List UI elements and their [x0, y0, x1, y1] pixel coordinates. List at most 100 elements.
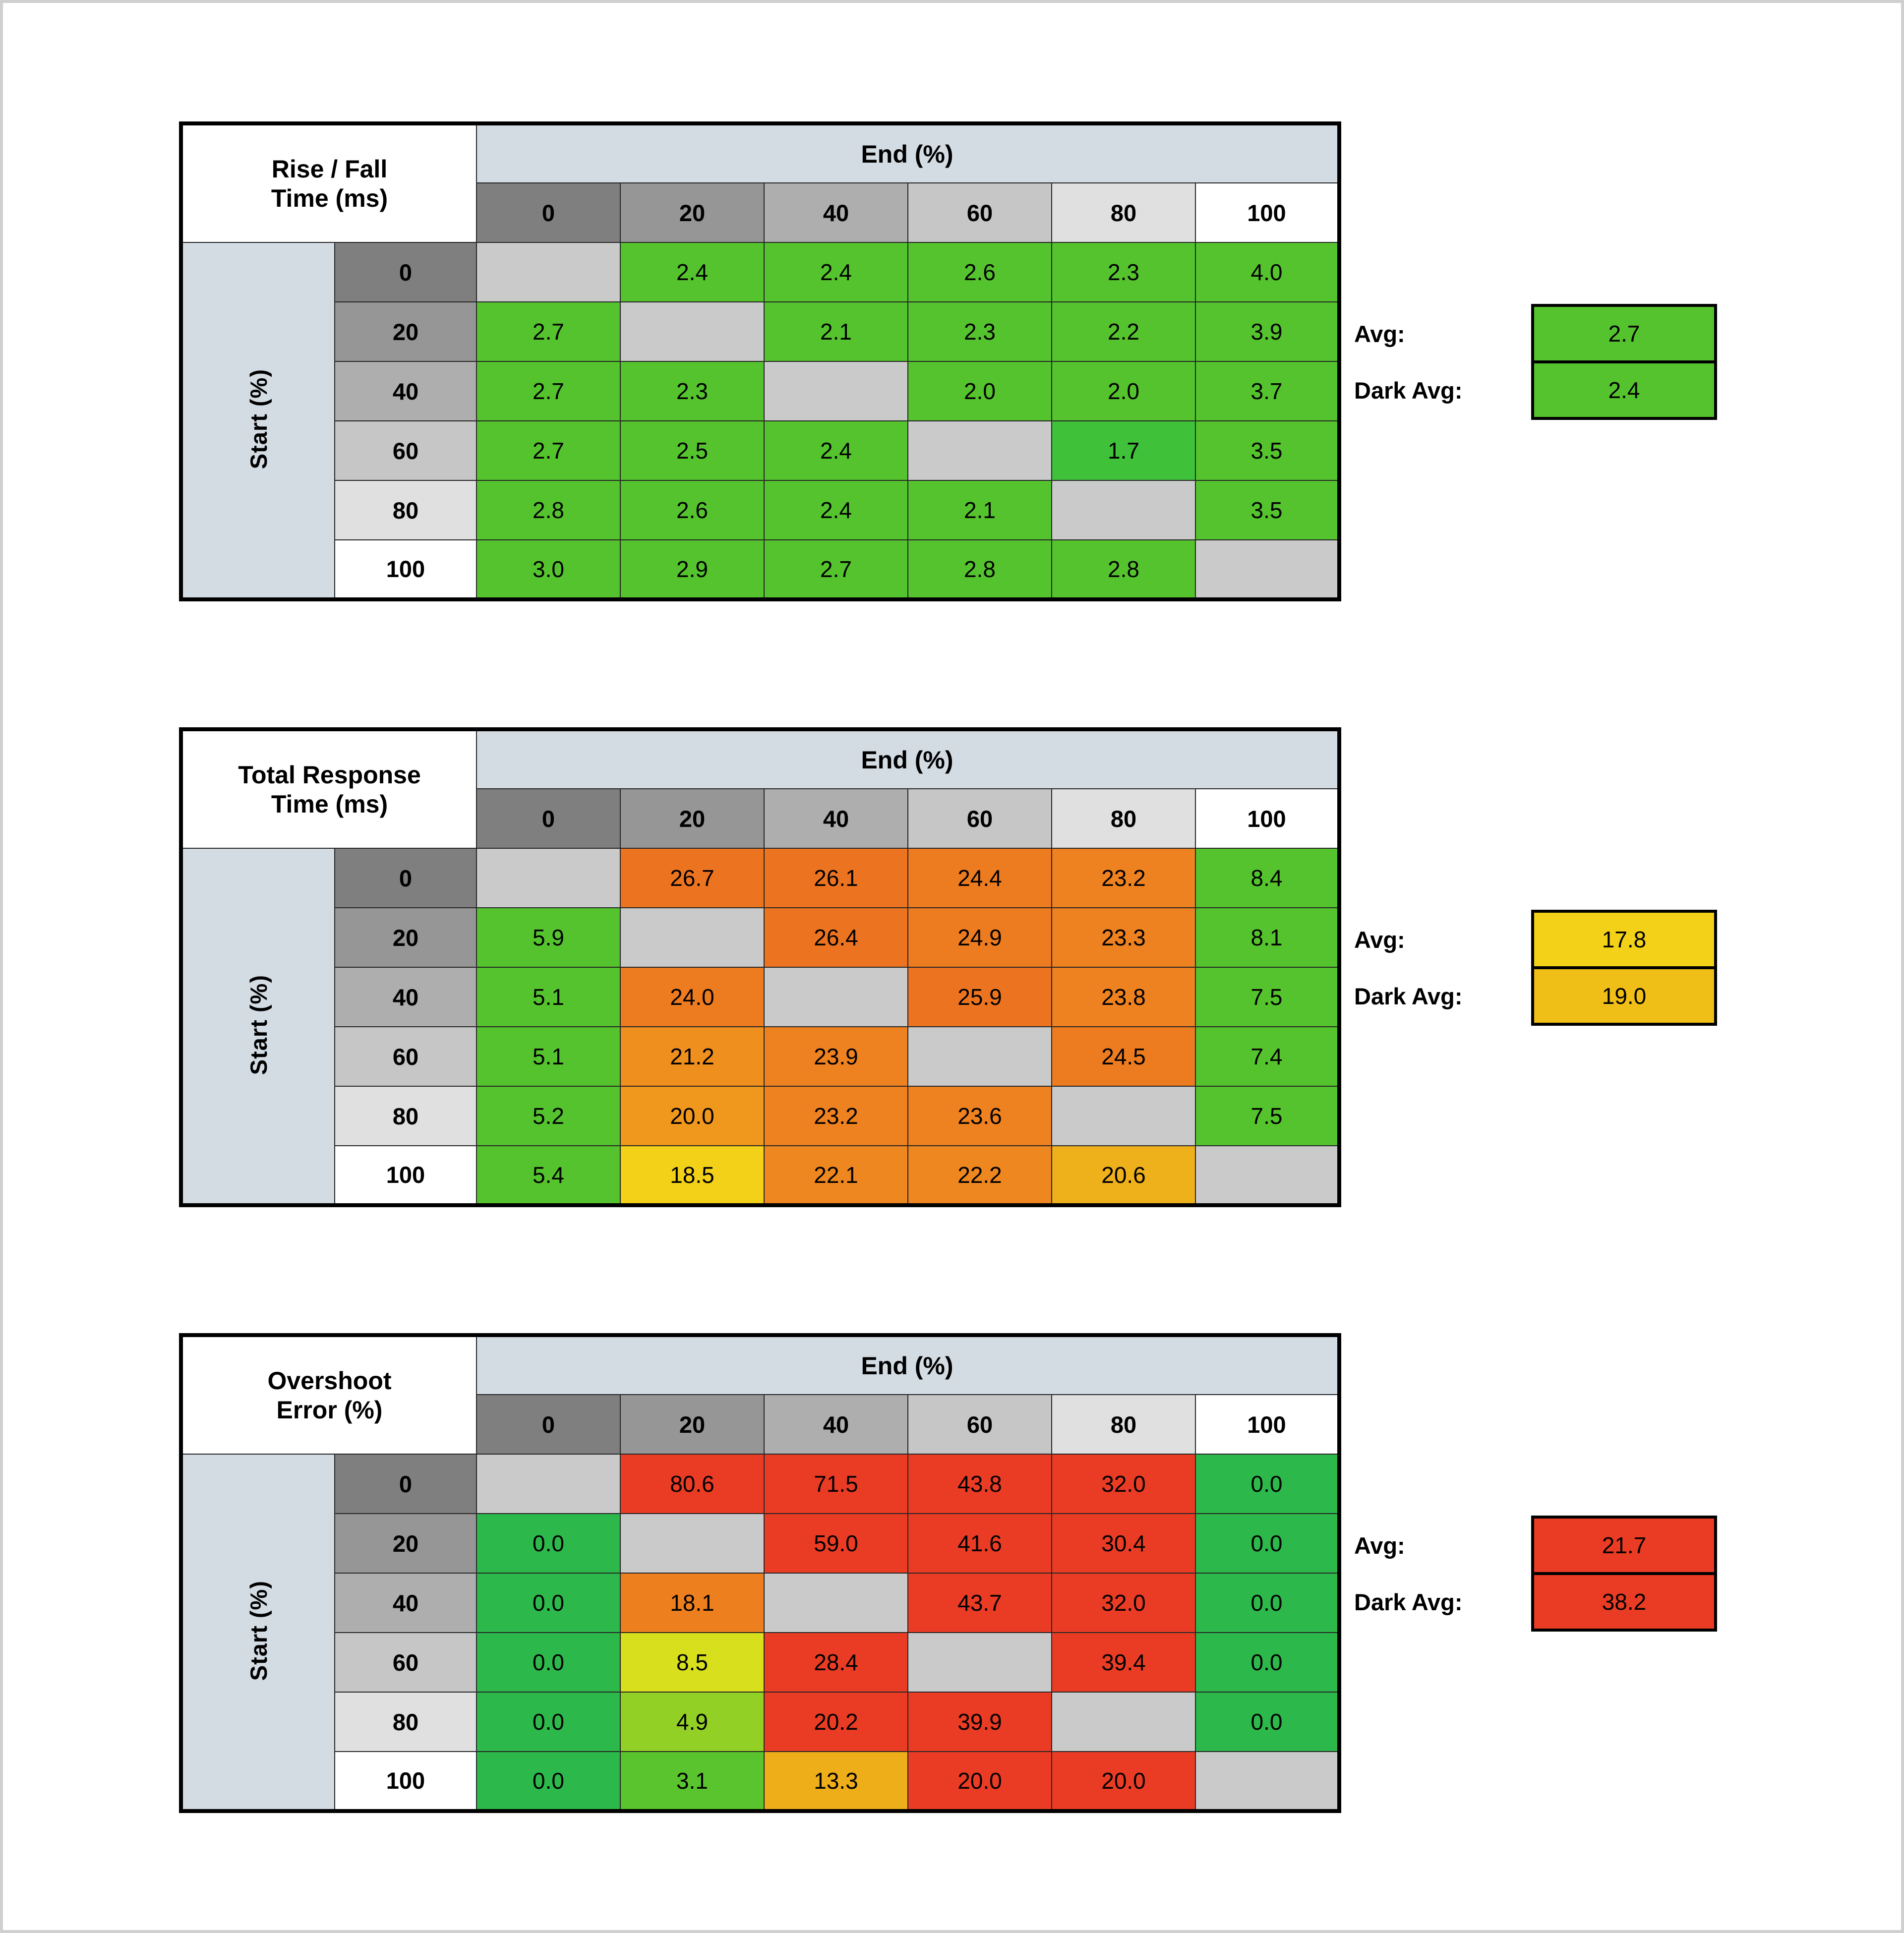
overshoot-heatmap-table: Overshoot Error (%) End (%) 0 20 40 60 80 100 Sta… — [179, 1333, 1341, 1813]
row-group-header: Start (%) — [180, 848, 335, 1206]
avg-row: Avg: 2.7 — [1345, 304, 1722, 363]
avg-label: Avg: — [1354, 1532, 1405, 1559]
value-cell: 5.2 — [476, 1086, 621, 1146]
value-cell: 22.1 — [764, 1145, 908, 1206]
col-header-60: 60 — [907, 1394, 1052, 1455]
table-title: Rise / Fall Time (ms) — [180, 123, 477, 243]
row-header-0: 0 — [334, 1454, 477, 1514]
value-cell: 8.1 — [1195, 907, 1340, 968]
table-title-line1: Overshoot — [267, 1366, 392, 1395]
value-cell: 2.7 — [476, 301, 621, 362]
value-cell: 2.8 — [476, 480, 621, 540]
value-cell: 0.0 — [476, 1513, 621, 1574]
value-cell: 0.0 — [476, 1692, 621, 1752]
value-cell: 2.1 — [907, 480, 1052, 540]
value-cell: 2.5 — [620, 420, 765, 481]
dark-avg-label: Dark Avg: — [1354, 1588, 1463, 1615]
value-cell: 23.2 — [764, 1086, 908, 1146]
blank-cell — [476, 848, 621, 908]
value-cell: 2.1 — [764, 301, 908, 362]
avg-value-box: 17.8 — [1531, 910, 1717, 969]
value-cell: 59.0 — [764, 1513, 908, 1574]
row-header-20: 20 — [334, 907, 477, 968]
blank-cell — [764, 1573, 908, 1633]
value-cell: 13.3 — [764, 1751, 908, 1812]
value-cell: 26.1 — [764, 848, 908, 908]
rise-fall-avg-panel: Avg: 2.7 Dark Avg: 2.4 — [1345, 304, 1722, 420]
row-header-100: 100 — [334, 539, 477, 600]
row-header-40: 40 — [334, 361, 477, 421]
blank-cell — [1195, 539, 1340, 600]
value-cell: 24.4 — [907, 848, 1052, 908]
overshoot-avg-panel: Avg: 21.7 Dark Avg: 38.2 — [1345, 1516, 1722, 1632]
col-header-40: 40 — [764, 1394, 908, 1455]
row-group-header-label: Start (%) — [245, 368, 272, 469]
dark-avg-row: Dark Avg: 19.0 — [1345, 966, 1722, 1026]
value-cell: 2.8 — [907, 539, 1052, 600]
row-header-40: 40 — [334, 967, 477, 1027]
value-cell: 2.4 — [620, 242, 765, 302]
value-cell: 20.2 — [764, 1692, 908, 1752]
col-header-40: 40 — [764, 788, 908, 849]
value-cell: 23.8 — [1051, 967, 1196, 1027]
value-cell: 24.9 — [907, 907, 1052, 968]
value-cell: 3.5 — [1195, 420, 1340, 481]
value-cell: 5.1 — [476, 967, 621, 1027]
value-cell: 3.9 — [1195, 301, 1340, 362]
value-cell: 2.6 — [620, 480, 765, 540]
value-cell: 18.1 — [620, 1573, 765, 1633]
value-cell: 26.4 — [764, 907, 908, 968]
blank-cell — [1051, 1086, 1196, 1146]
value-cell: 2.2 — [1051, 301, 1196, 362]
value-cell: 20.0 — [1051, 1751, 1196, 1812]
value-cell: 7.4 — [1195, 1026, 1340, 1087]
total-response-heatmap-table: Total Response Time (ms) End (%) 0 20 40 60 80 1… — [179, 727, 1341, 1207]
rise-fall-table-section: Rise / Fall Time (ms) End (%) 0 20 40 60 80 100 S… — [179, 121, 1717, 601]
table-title: Overshoot Error (%) — [180, 1335, 477, 1455]
value-cell: 20.0 — [907, 1751, 1052, 1812]
value-cell: 5.1 — [476, 1026, 621, 1087]
value-cell: 39.9 — [907, 1692, 1052, 1752]
row-header-60: 60 — [334, 1026, 477, 1087]
value-cell: 0.0 — [476, 1632, 621, 1693]
table-title: Total Response Time (ms) — [180, 729, 477, 849]
value-cell: 0.0 — [476, 1573, 621, 1633]
row-header-60: 60 — [334, 420, 477, 481]
value-cell: 26.7 — [620, 848, 765, 908]
blank-cell — [907, 1026, 1052, 1087]
blank-cell — [1051, 1692, 1196, 1752]
col-header-0: 0 — [476, 1394, 621, 1455]
blank-cell — [620, 301, 765, 362]
value-cell: 23.2 — [1051, 848, 1196, 908]
value-cell: 2.3 — [1051, 242, 1196, 302]
col-header-100: 100 — [1195, 788, 1340, 849]
row-header-0: 0 — [334, 242, 477, 302]
value-cell: 2.4 — [764, 242, 908, 302]
table-title-line1: Total Response — [238, 761, 421, 789]
row-group-header-label: Start (%) — [245, 1580, 272, 1681]
value-cell: 2.6 — [907, 242, 1052, 302]
value-cell: 0.0 — [1195, 1513, 1340, 1574]
blank-cell — [476, 242, 621, 302]
total-response-table-section: Total Response Time (ms) End (%) 0 20 40 60 80 1… — [179, 727, 1717, 1207]
table-title-line1: Rise / Fall — [271, 155, 388, 183]
avg-label: Avg: — [1354, 320, 1405, 347]
col-header-60: 60 — [907, 788, 1052, 849]
value-cell: 23.9 — [764, 1026, 908, 1087]
row-header-60: 60 — [334, 1632, 477, 1693]
value-cell: 43.7 — [907, 1573, 1052, 1633]
value-cell: 0.0 — [1195, 1632, 1340, 1693]
blank-cell — [907, 420, 1052, 481]
blank-cell — [1195, 1751, 1340, 1812]
value-cell: 3.0 — [476, 539, 621, 600]
dark-avg-row: Dark Avg: 38.2 — [1345, 1572, 1722, 1632]
value-cell: 2.4 — [764, 420, 908, 481]
value-cell: 24.0 — [620, 967, 765, 1027]
avg-value-box: 2.7 — [1531, 304, 1717, 363]
avg-label: Avg: — [1354, 926, 1405, 953]
col-group-header: End (%) — [476, 729, 1340, 789]
row-header-100: 100 — [334, 1145, 477, 1206]
value-cell: 8.4 — [1195, 848, 1340, 908]
value-cell: 20.6 — [1051, 1145, 1196, 1206]
